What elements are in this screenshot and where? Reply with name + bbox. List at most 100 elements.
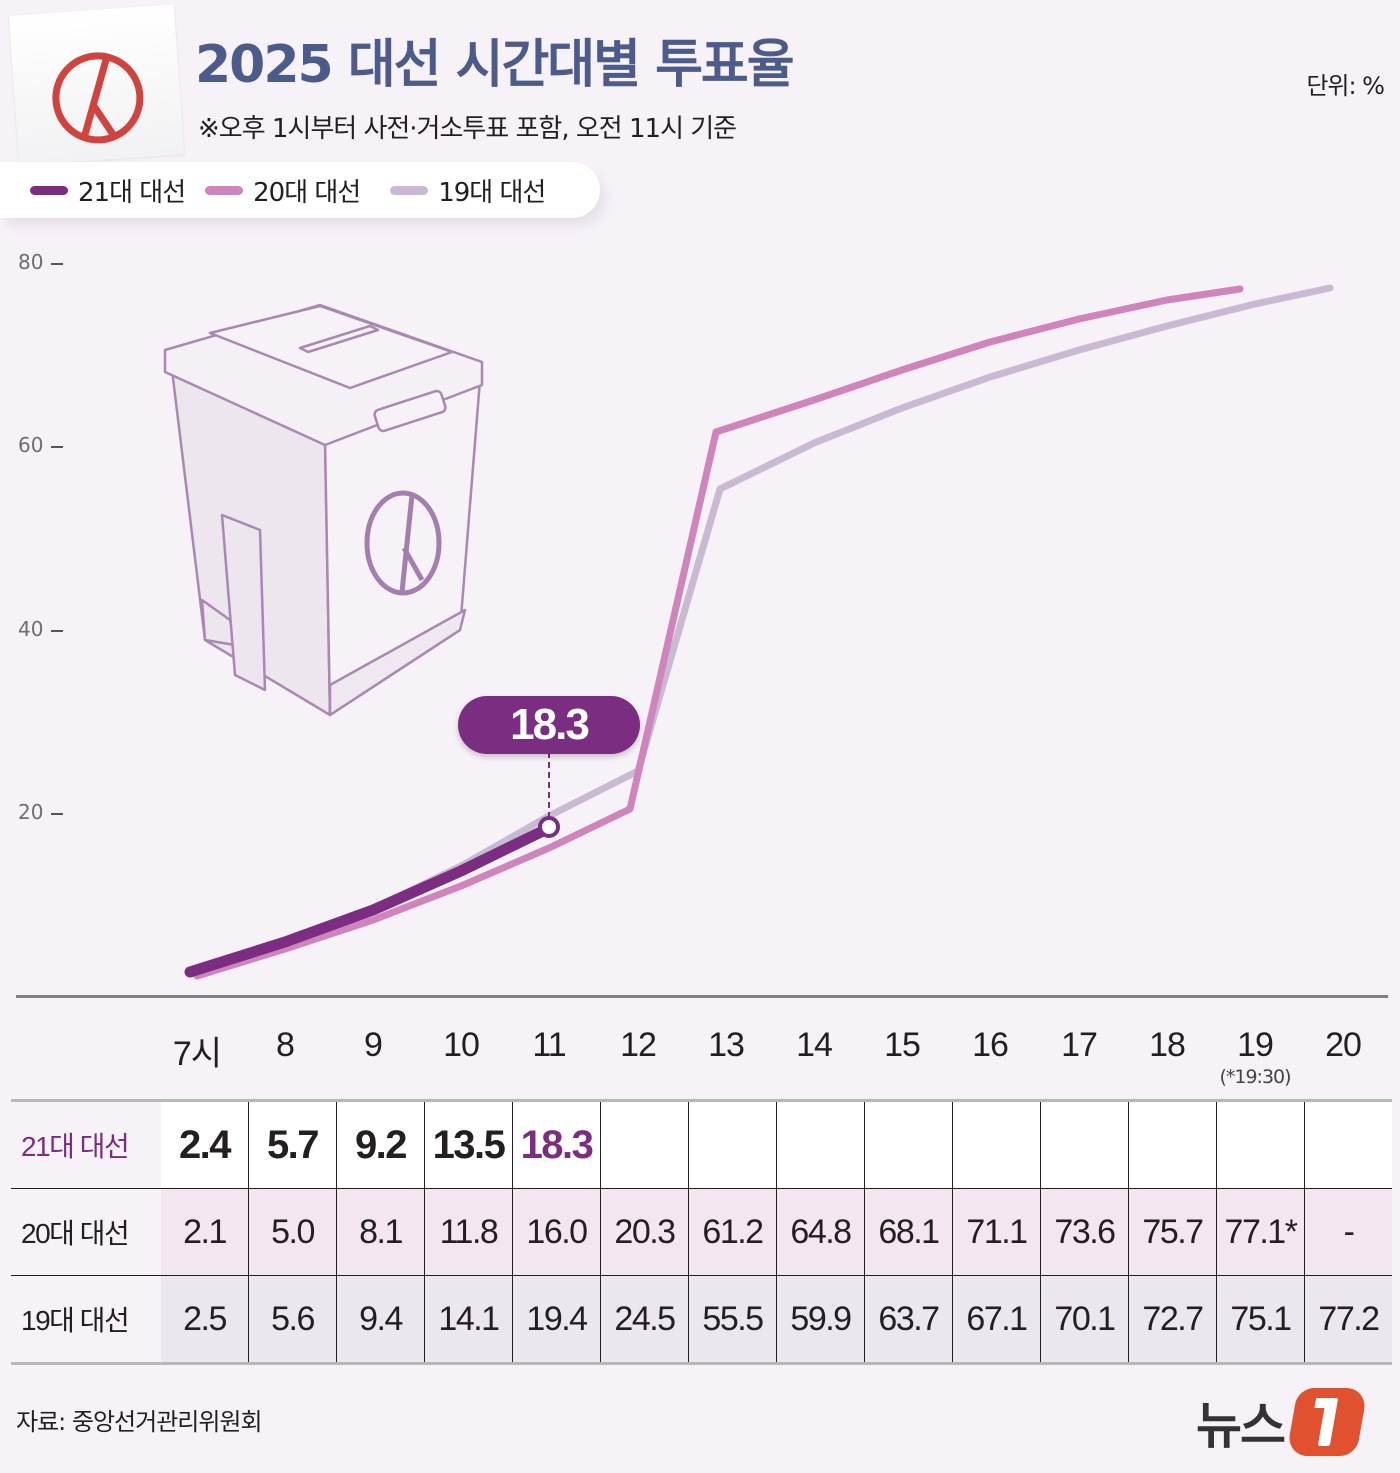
table-cell bbox=[1304, 1100, 1392, 1189]
page-subtitle: ※오후 1시부터 사전·거소투표 포함, 오전 11시 기준 bbox=[198, 114, 737, 144]
row-label: 20대 대선 bbox=[21, 1218, 130, 1249]
table-cell: 55.5 bbox=[688, 1275, 777, 1364]
ballot-card bbox=[8, 4, 185, 166]
table-cell: 77.1* bbox=[1216, 1188, 1305, 1276]
table-cell: 61.2 bbox=[688, 1188, 777, 1276]
y-tick-80: 80 bbox=[18, 250, 78, 274]
data-table: 21대 대선 2.4 5.7 9.2 13.5 18.3 20대 대선 2.1 … bbox=[11, 1099, 1392, 1365]
callout-bubble bbox=[458, 696, 640, 754]
table-cell: 19.4 bbox=[512, 1275, 601, 1364]
table-cell: 11.8 bbox=[424, 1188, 513, 1276]
news1-logo: 뉴스 bbox=[1196, 1386, 1368, 1458]
logo-one-mark-icon bbox=[1286, 1388, 1368, 1456]
source-credit: 자료: 중앙선거관리위원회 bbox=[16, 1408, 263, 1436]
x-label: 15 bbox=[884, 1026, 921, 1064]
table-row-20: 20대 대선 2.1 5.0 8.1 11.8 16.0 20.3 61.2 6… bbox=[11, 1188, 1392, 1276]
table-cell: 2.1 bbox=[161, 1188, 249, 1276]
legend-swatch-21 bbox=[30, 185, 68, 195]
series-19-line bbox=[193, 284, 1334, 976]
table-cell: 16.0 bbox=[512, 1188, 601, 1276]
row-label: 21대 대선 bbox=[21, 1131, 130, 1162]
table-cell: 68.1 bbox=[864, 1188, 953, 1276]
y-tick-20: 20 bbox=[18, 800, 78, 824]
x-label: 18 bbox=[1149, 1026, 1186, 1064]
legend-swatch-19 bbox=[390, 185, 429, 195]
x-label: 7시 bbox=[172, 1035, 222, 1073]
x-label: 13 bbox=[708, 1026, 745, 1064]
x-label: 19 bbox=[1237, 1026, 1274, 1064]
table-row-19: 19대 대선 2.5 5.6 9.4 14.1 19.4 24.5 55.5 5… bbox=[11, 1275, 1392, 1364]
x-note-1930: (*19:30) bbox=[1219, 1066, 1291, 1088]
table-cell bbox=[688, 1100, 777, 1189]
tick-mark bbox=[51, 812, 64, 815]
table-cell bbox=[1216, 1100, 1305, 1189]
y-tick-label: 40 bbox=[18, 617, 44, 641]
table-cell: 2.5 bbox=[161, 1275, 249, 1364]
table-cell: 20.3 bbox=[600, 1188, 689, 1276]
table-cell: 75.7 bbox=[1128, 1188, 1217, 1276]
x-label: 20 bbox=[1325, 1026, 1362, 1064]
table-cell bbox=[1040, 1100, 1129, 1189]
table-cell bbox=[776, 1100, 865, 1189]
y-tick-label: 20 bbox=[18, 800, 44, 824]
table-cell: 71.1 bbox=[952, 1188, 1041, 1276]
vote-stamp-icon bbox=[52, 52, 144, 144]
x-label: 10 bbox=[443, 1026, 480, 1064]
table-cell: 24.5 bbox=[600, 1275, 689, 1364]
table-cell: - bbox=[1304, 1188, 1392, 1276]
y-tick-60: 60 bbox=[18, 433, 78, 457]
table-cell: 8.1 bbox=[336, 1188, 425, 1276]
series-21-line bbox=[184, 822, 555, 978]
table-cell: 77.2 bbox=[1304, 1275, 1392, 1364]
x-label: 8 bbox=[276, 1026, 295, 1064]
data-point-marker bbox=[538, 816, 560, 838]
x-label: 17 bbox=[1061, 1026, 1098, 1064]
x-axis-line bbox=[16, 995, 1388, 998]
table-cell: 63.7 bbox=[864, 1275, 953, 1364]
table-cell: 5.6 bbox=[248, 1275, 337, 1364]
table-cell: 64.8 bbox=[776, 1188, 865, 1276]
tick-mark bbox=[51, 445, 64, 448]
legend-item-19: 19대 대선 bbox=[390, 172, 546, 209]
series-20-line bbox=[193, 285, 1244, 980]
x-label: 9 bbox=[364, 1026, 383, 1064]
legend-item-21: 21대 대선 bbox=[30, 172, 186, 209]
x-label: 11 bbox=[532, 1026, 566, 1064]
table-cell bbox=[600, 1100, 689, 1189]
legend-label: 21대 대선 bbox=[78, 177, 186, 208]
x-label: 16 bbox=[972, 1026, 1009, 1064]
tick-mark bbox=[51, 262, 64, 265]
table-cell: 72.7 bbox=[1128, 1275, 1217, 1364]
table-cell: 9.4 bbox=[336, 1275, 425, 1364]
unit-label: 단위: % bbox=[1306, 72, 1385, 100]
page-title: 2025 대선 시간대별 투표율 bbox=[195, 35, 795, 95]
table-cell: 75.1 bbox=[1216, 1275, 1305, 1364]
legend-item-20: 20대 대선 bbox=[205, 172, 361, 209]
table-cell: 5.0 bbox=[248, 1188, 337, 1276]
table-cell: 13.5 bbox=[424, 1100, 513, 1189]
table-cell: 67.1 bbox=[952, 1275, 1041, 1364]
table-cell: 5.7 bbox=[248, 1100, 337, 1189]
table-cell bbox=[952, 1100, 1041, 1189]
legend-label: 20대 대선 bbox=[253, 177, 361, 208]
y-tick-label: 60 bbox=[18, 433, 44, 457]
table-cell: 59.9 bbox=[776, 1275, 865, 1364]
legend-label: 19대 대선 bbox=[438, 177, 546, 208]
table-cell: 73.6 bbox=[1040, 1188, 1129, 1276]
x-label: 12 bbox=[620, 1026, 657, 1064]
table-cell bbox=[1128, 1100, 1217, 1189]
table-cell bbox=[864, 1100, 953, 1189]
legend-swatch-20 bbox=[205, 185, 244, 195]
table-cell: 14.1 bbox=[424, 1275, 513, 1364]
y-tick-label: 80 bbox=[18, 250, 44, 274]
table-cell: 70.1 bbox=[1040, 1275, 1129, 1364]
line-chart bbox=[184, 284, 1334, 980]
tick-mark bbox=[51, 629, 64, 632]
table-cell: 2.4 bbox=[161, 1100, 249, 1189]
y-tick-40: 40 bbox=[18, 617, 78, 641]
table-row-21: 21대 대선 2.4 5.7 9.2 13.5 18.3 bbox=[11, 1100, 1392, 1189]
logo-text: 뉴스 bbox=[1196, 1397, 1286, 1455]
table-cell: 9.2 bbox=[336, 1100, 425, 1189]
row-label: 19대 대선 bbox=[21, 1305, 130, 1336]
x-label: 14 bbox=[796, 1026, 833, 1064]
